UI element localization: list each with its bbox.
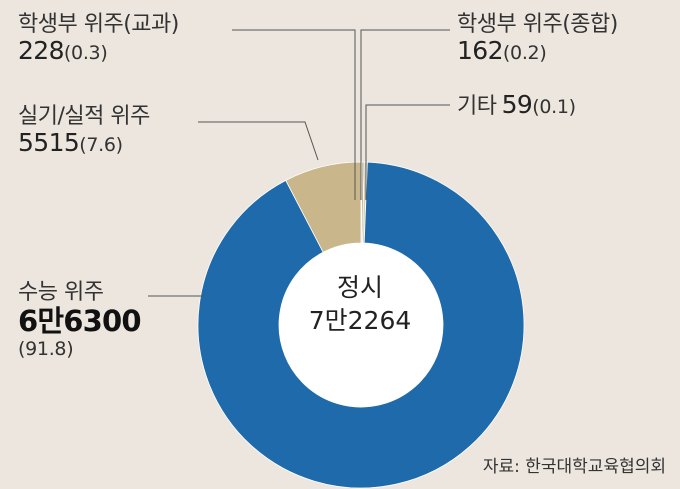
donut-center-text: 정시 7만2264 (280, 272, 440, 337)
label-gyogwa-percent: (0.3) (63, 42, 108, 65)
leader-lines (148, 29, 450, 297)
label-gita-percent: (0.1) (532, 96, 576, 118)
source-note: 자료: 한국대학교육협의회 (482, 457, 666, 477)
label-gyogwa: 학생부 위주(교과) 228(0.3) (18, 12, 179, 66)
label-silgi-value: 5515 (18, 128, 80, 158)
label-jonghap: 학생부 위주(종합) 162(0.2) (457, 12, 618, 66)
label-gita: 기타 59(0.1) (457, 90, 576, 120)
label-jonghap-value: 162 (457, 36, 504, 66)
label-gita-category: 기타 (457, 94, 497, 119)
label-suneung: 수능 위주 6만6300 (91.8) (18, 280, 142, 360)
label-silgi-category: 실기/실적 위주 (18, 104, 150, 129)
label-silgi: 실기/실적 위주 5515(7.6) (18, 104, 150, 158)
donut-hole (279, 243, 443, 407)
leader-line-jonghap (360, 29, 450, 200)
center-label: 정시 (336, 273, 383, 302)
label-suneung-category: 수능 위주 (18, 280, 104, 305)
leader-line-gyogwa (232, 29, 356, 200)
leader-line-gita (365, 104, 450, 200)
label-suneung-value: 6만6300 (18, 304, 142, 339)
label-jonghap-category: 학생부 위주(종합) (457, 12, 618, 37)
donut-slices (197, 161, 525, 489)
leader-line-silgi (198, 121, 319, 161)
label-gita-value: 59 (501, 90, 533, 119)
label-gyogwa-category: 학생부 위주(교과) (18, 12, 179, 37)
label-silgi-percent: (7.6) (79, 134, 123, 157)
label-jonghap-percent: (0.2) (502, 42, 547, 65)
center-value: 7만2264 (308, 305, 412, 335)
label-gyogwa-value: 228 (18, 36, 65, 66)
label-suneung-percent: (91.8) (18, 337, 74, 360)
